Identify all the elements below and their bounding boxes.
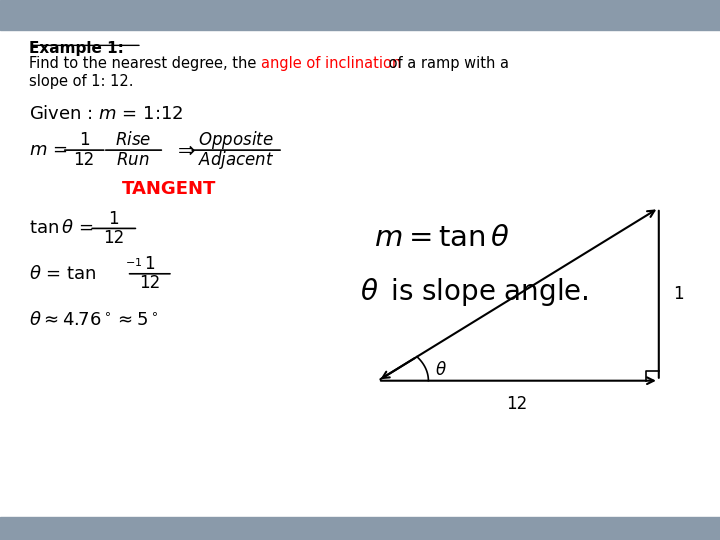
Text: 1: 1 [145,255,155,273]
Text: TANGENT: TANGENT [122,180,217,198]
Text: slope of 1: 12.: slope of 1: 12. [29,74,133,89]
Text: $\Rightarrow$: $\Rightarrow$ [173,140,196,160]
Text: $\theta\,$ is slope angle.: $\theta\,$ is slope angle. [360,275,589,308]
Text: Given : $m$ = 1:12: Given : $m$ = 1:12 [29,105,183,123]
Text: 1: 1 [109,210,119,228]
Text: 12: 12 [506,395,528,413]
Text: $\mathit{Rise}$: $\mathit{Rise}$ [115,131,151,150]
Text: 12: 12 [139,274,161,293]
Text: © 2017 E. Choi – MPM2D - All Rights Reserved: © 2017 E. Choi – MPM2D - All Rights Rese… [302,524,544,534]
Text: $\mathit{Run}$: $\mathit{Run}$ [117,151,150,169]
Text: $m = \tan\theta$: $m = \tan\theta$ [374,224,510,252]
Text: $\mathit{Opposite}$: $\mathit{Opposite}$ [198,130,274,151]
Bar [0,517,720,540]
Bar [0,0,720,30]
Text: 12: 12 [103,229,125,247]
Text: $-1$: $-1$ [125,256,142,268]
Text: $\theta$ = tan: $\theta$ = tan [29,265,96,283]
Text: Slope and Angle (Elevation & Depression): Slope and Angle (Elevation & Depression) [29,524,292,534]
Text: 1: 1 [79,131,89,150]
Text: 1: 1 [673,285,684,303]
Text: Example 1:: Example 1: [29,40,124,56]
Text: angle of inclination: angle of inclination [261,56,402,71]
Text: of a ramp with a: of a ramp with a [384,56,509,71]
Text: 12: 12 [73,151,95,169]
Text: $m$ =: $m$ = [29,141,67,159]
Text: $\theta \approx 4.76^\circ \approx 5^\circ$: $\theta \approx 4.76^\circ \approx 5^\ci… [29,310,158,329]
Text: $\mathit{Adjacent}$: $\mathit{Adjacent}$ [198,149,274,171]
Text: $\theta$: $\theta$ [435,361,446,379]
Text: tan$\,\theta$ =: tan$\,\theta$ = [29,219,93,238]
Text: Find to the nearest degree, the: Find to the nearest degree, the [29,56,261,71]
